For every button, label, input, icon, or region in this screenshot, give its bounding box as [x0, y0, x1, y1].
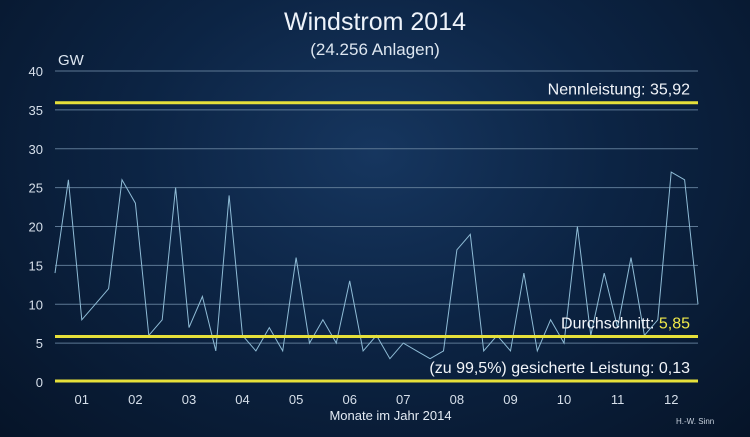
reference-line-value: 0,13 [659, 360, 690, 377]
x-tick-label: 03 [182, 392, 196, 407]
grid-lines [55, 70, 698, 383]
reference-line-label: Nennleistung: 35,92 [548, 82, 690, 99]
author-credit: H.-W. Sinn [676, 417, 715, 426]
reference-line-value: 35,92 [650, 82, 690, 99]
x-tick-label: 01 [75, 392, 89, 407]
reference-lines: Nennleistung: 35,92 Durchschnitt: 5,85 (zu… [55, 82, 698, 383]
y-tick-label: 0 [36, 375, 43, 390]
y-tick-label: 30 [29, 142, 43, 157]
x-tick-label: 06 [342, 392, 356, 407]
y-tick-label: 25 [29, 181, 43, 196]
x-tick-label: 11 [611, 392, 625, 407]
x-tick-label: 02 [128, 392, 142, 407]
y-tick-label: 35 [29, 103, 43, 118]
chart-subtitle: (24.256 Anlagen) [310, 40, 440, 59]
reference-line-label: Durchschnitt: 5,85 [561, 316, 690, 333]
x-tick-label: 07 [396, 392, 410, 407]
y-axis-unit: GW [58, 52, 84, 69]
y-tick-label: 10 [29, 297, 43, 312]
y-tick-label: 20 [29, 220, 43, 235]
x-axis-ticks: 01 02 03 04 05 06 07 08 09 10 11 12 [75, 392, 679, 407]
y-axis-ticks: 0 5 10 15 20 25 30 35 40 [29, 64, 43, 390]
reference-line-text: Nennleistung: [548, 82, 650, 99]
chart-title: Windstrom 2014 [283, 8, 467, 36]
y-tick-label: 5 [36, 336, 43, 351]
x-axis-title: Monate im Jahr 2014 [329, 408, 451, 423]
y-tick-label: 40 [29, 64, 43, 79]
reference-line-text: (zu 99,5%) gesicherte Leistung: [429, 360, 658, 377]
x-tick-label: 10 [557, 392, 571, 407]
x-tick-label: 08 [450, 392, 464, 407]
y-tick-label: 15 [29, 258, 43, 273]
reference-line-label: (zu 99,5%) gesicherte Leistung: 0,13 [429, 360, 690, 377]
x-tick-label: 12 [664, 392, 678, 407]
x-tick-label: 09 [503, 392, 517, 407]
x-tick-label: 05 [289, 392, 303, 407]
x-tick-label: 04 [235, 392, 249, 407]
reference-line-text: Durchschnitt: [561, 316, 659, 333]
reference-line-value: 5,85 [659, 316, 690, 333]
